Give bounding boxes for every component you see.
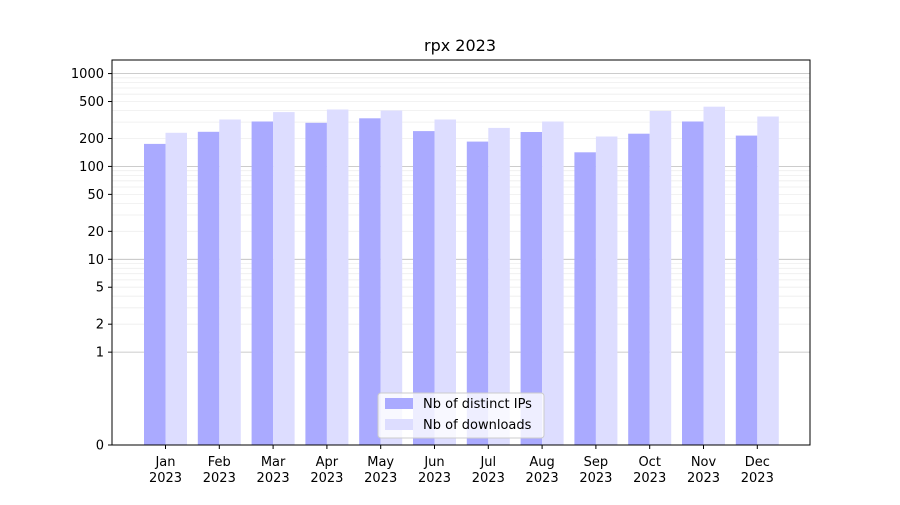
- bars: [144, 106, 779, 446]
- x-tick-label-month: Sep: [584, 455, 609, 470]
- bar-downloads: [380, 110, 403, 445]
- x-tick-label-month: Jan: [154, 455, 175, 470]
- x-tick-label-month: Nov: [691, 455, 717, 470]
- x-tick-label-year: 2023: [203, 471, 236, 486]
- legend-swatch-downloads: [385, 419, 413, 430]
- bar-distinct-ips: [144, 143, 166, 445]
- y-tick-label: 1000: [71, 67, 104, 82]
- y-tick-label: 20: [87, 225, 104, 240]
- x-tick-label-month: May: [367, 455, 394, 470]
- chart-title: rpx 2023: [424, 36, 496, 55]
- legend: Nb of distinct IPs Nb of downloads: [377, 392, 545, 439]
- x-tick-label-year: 2023: [364, 471, 397, 486]
- legend-label-distinct-ips: Nb of distinct IPs: [423, 397, 532, 412]
- legend-swatch-distinct-ips: [385, 398, 413, 409]
- y-tick-label: 200: [79, 132, 104, 147]
- bar-distinct-ips: [682, 121, 704, 445]
- bar-distinct-ips: [251, 121, 274, 445]
- x-tick-label-year: 2023: [579, 471, 612, 486]
- bar-downloads: [595, 136, 618, 445]
- y-tick-label: 0: [96, 439, 104, 454]
- bar-downloads: [703, 106, 725, 445]
- bar-distinct-ips: [305, 122, 327, 446]
- bar-distinct-ips: [359, 118, 381, 446]
- x-tick-label-month: Feb: [208, 455, 231, 470]
- bar-downloads: [165, 132, 187, 446]
- y-tick-label: 50: [87, 188, 104, 203]
- bar-distinct-ips: [574, 152, 596, 446]
- x-tick-label-month: Jun: [423, 455, 444, 470]
- y-tick-label: 1: [96, 346, 104, 361]
- y-tick-label: 500: [79, 95, 104, 110]
- bar-downloads: [326, 109, 349, 445]
- x-tick-label-month: Aug: [529, 455, 554, 470]
- x-tick-label-year: 2023: [633, 471, 666, 486]
- x-tick-label-month: Jul: [479, 455, 496, 470]
- x-tick-label-year: 2023: [526, 471, 559, 486]
- y-axis: 0 1 2 5 10 20 50 100 200 500 1000: [71, 67, 112, 454]
- bar-downloads: [219, 119, 241, 445]
- x-tick-label-year: 2023: [149, 471, 182, 486]
- bar-distinct-ips: [466, 141, 489, 445]
- plot-frame: [111, 59, 811, 446]
- legend-label-downloads: Nb of downloads: [423, 418, 532, 433]
- x-tick-label-month: Oct: [638, 455, 660, 470]
- x-tick-label-year: 2023: [472, 471, 505, 486]
- y-tick-label: 2: [96, 318, 104, 333]
- bar-downloads: [542, 121, 564, 445]
- bar-downloads: [757, 116, 779, 445]
- y-tick-label: 5: [96, 281, 104, 296]
- x-tick-label-month: Mar: [261, 455, 286, 470]
- x-tick-label-year: 2023: [257, 471, 290, 486]
- bar-downloads: [649, 111, 672, 445]
- x-axis: Jan2023Feb2023Mar2023Apr2023May2023Jun20…: [149, 445, 774, 486]
- bar-distinct-ips: [413, 131, 435, 445]
- bar-downloads: [273, 112, 295, 445]
- x-tick-label-month: Apr: [316, 455, 339, 470]
- bar-distinct-ips: [520, 132, 543, 445]
- bar-downloads: [488, 127, 510, 446]
- x-tick-label-month: Dec: [745, 455, 770, 470]
- bar-distinct-ips: [628, 133, 650, 445]
- y-tick-label: 100: [79, 160, 104, 175]
- x-tick-label-year: 2023: [310, 471, 343, 486]
- x-tick-label-year: 2023: [741, 471, 774, 486]
- y-tick-label: 10: [87, 253, 104, 268]
- bar-distinct-ips: [735, 135, 758, 445]
- bar-distinct-ips: [197, 131, 220, 446]
- legend-box: [377, 392, 545, 439]
- x-tick-label-year: 2023: [418, 471, 451, 486]
- x-tick-label-year: 2023: [687, 471, 720, 486]
- bar-downloads: [434, 119, 456, 445]
